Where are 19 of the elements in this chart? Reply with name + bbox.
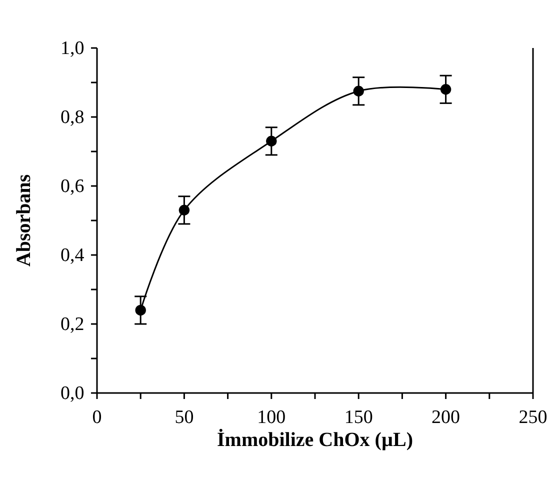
y-axis-title: Absorbans — [13, 174, 35, 267]
x-tick-label: 0 — [92, 406, 102, 428]
x-tick-label: 250 — [518, 406, 548, 428]
y-tick-label: 0,0 — [60, 383, 84, 404]
point — [266, 136, 277, 146]
x-axis-title: İmmobilize ChOx (µL) — [217, 428, 413, 451]
point — [353, 86, 364, 96]
point — [178, 204, 190, 216]
y-tick-label: 0,4 — [60, 245, 85, 266]
x-tick-label: 100 — [257, 406, 286, 428]
x-tick-label: 50 — [174, 406, 194, 428]
y-tick-label: 0,6 — [60, 176, 84, 198]
y-tick-label: 1,0 — [60, 38, 84, 60]
point — [440, 84, 452, 95]
x-tick-label: 200 — [432, 406, 460, 428]
point — [135, 304, 146, 316]
y-tick-label: 0,8 — [60, 107, 84, 128]
y-tick-label: 0,2 — [60, 314, 84, 336]
x-tick-label: 150 — [344, 406, 373, 428]
